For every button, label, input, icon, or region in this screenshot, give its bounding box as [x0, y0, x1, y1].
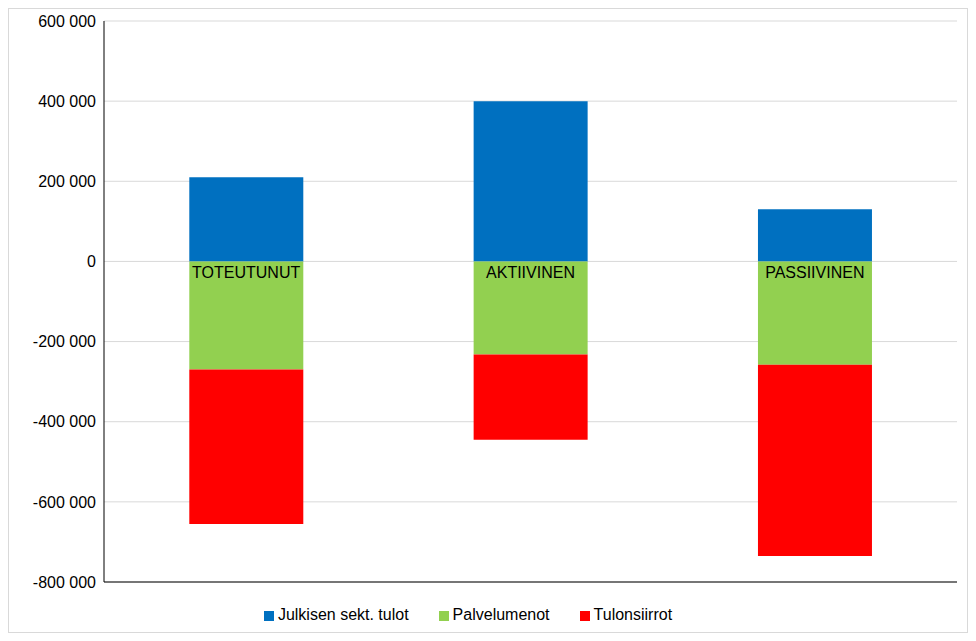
svg-text:AKTIIVINEN: AKTIIVINEN	[486, 264, 575, 281]
svg-text:PASSIIVINEN: PASSIIVINEN	[765, 264, 864, 281]
svg-text:0: 0	[87, 253, 96, 270]
svg-text:400 000: 400 000	[38, 93, 96, 110]
html-text:Julkisen sekt. tulot: Julkisen sekt. tulot	[277, 606, 409, 623]
svg-text:-200 000: -200 000	[33, 333, 96, 350]
svg-text:200 000: 200 000	[38, 173, 96, 190]
html-text:Palvelumenot: Palvelumenot	[452, 606, 550, 623]
svg-text:-600 000: -600 000	[33, 494, 96, 511]
svg-text:TOTEUTUNUT: TOTEUTUNUT	[192, 264, 300, 281]
svg-text:-400 000: -400 000	[33, 413, 96, 430]
html-text:Tulonsiirrot: Tulonsiirrot	[593, 606, 673, 623]
svg-text:-800 000: -800 000	[33, 574, 96, 591]
svg-text:600 000: 600 000	[38, 13, 96, 30]
